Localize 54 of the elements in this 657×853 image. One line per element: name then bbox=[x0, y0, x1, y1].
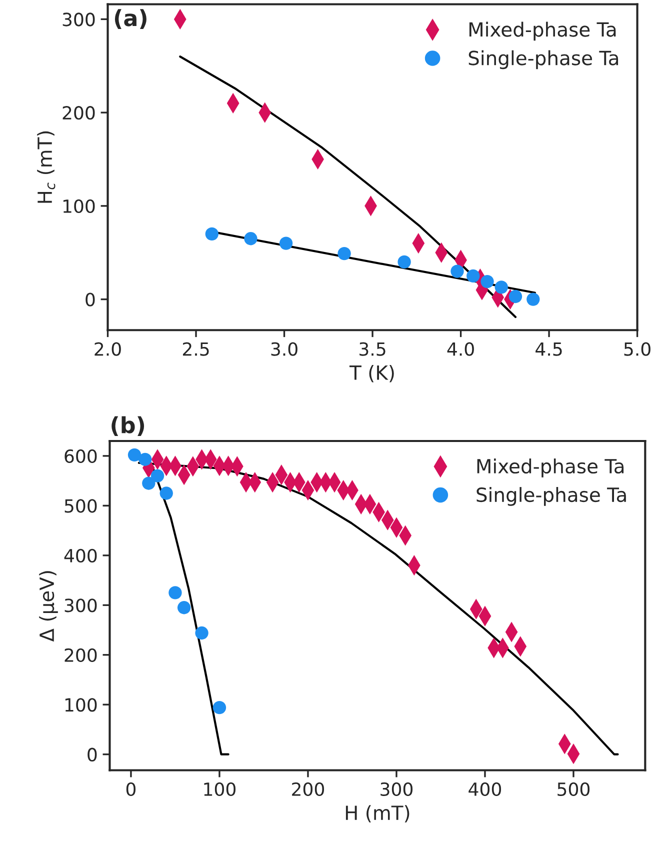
y-axis-title: H$_{c}$ (mT) bbox=[37, 131, 56, 203]
x-tick-label: 4.5 bbox=[536, 342, 562, 356]
legend-label: Mixed-phase Ta bbox=[477, 458, 624, 478]
point bbox=[338, 246, 351, 260]
x-tick-label: 100 bbox=[204, 782, 236, 796]
point bbox=[526, 292, 540, 306]
point bbox=[494, 280, 508, 294]
x-axis-title: H (mT) bbox=[346, 805, 410, 822]
point bbox=[177, 601, 191, 614]
point bbox=[205, 227, 218, 241]
x-tick-label: 4.0 bbox=[447, 342, 474, 356]
point bbox=[279, 236, 293, 250]
y-tick-label: 0 bbox=[86, 292, 95, 306]
x-tick-label: 3.5 bbox=[360, 342, 386, 356]
annotation: (a) bbox=[114, 9, 146, 29]
point bbox=[244, 232, 258, 246]
point bbox=[168, 586, 182, 600]
y-tick-label: 500 bbox=[64, 499, 97, 513]
x-tick-label: 200 bbox=[292, 782, 324, 796]
point bbox=[450, 264, 464, 278]
y-tick-label: 400 bbox=[64, 548, 97, 563]
legend-label: Single-phase Ta bbox=[468, 50, 618, 70]
point bbox=[142, 476, 156, 490]
y-tick-label: 0 bbox=[88, 748, 97, 762]
y-tick-label: 300 bbox=[62, 12, 95, 26]
y-axis-title: Δ (μeV) bbox=[39, 571, 58, 642]
x-tick-label: 2.5 bbox=[182, 342, 209, 356]
y-tick-label: 600 bbox=[64, 449, 97, 464]
point bbox=[160, 486, 173, 500]
y-tick-label: 200 bbox=[64, 648, 97, 662]
y-tick-label: 100 bbox=[65, 698, 97, 712]
x-axis-title: T (K) bbox=[349, 364, 394, 382]
x-tick-label: 0 bbox=[126, 782, 136, 796]
y-tick-label: 100 bbox=[63, 199, 95, 214]
point bbox=[398, 255, 411, 269]
point bbox=[128, 448, 142, 462]
point bbox=[466, 269, 480, 283]
legend-label: Mixed-phase Ta bbox=[469, 22, 616, 41]
point bbox=[150, 469, 164, 482]
legend-label: Single-phase Ta bbox=[476, 487, 626, 506]
x-tick-label: 5.0 bbox=[624, 342, 650, 356]
y-tick-label: 300 bbox=[64, 598, 97, 612]
point bbox=[212, 701, 226, 714]
point bbox=[480, 274, 494, 288]
x-tick-label: 400 bbox=[468, 782, 502, 796]
x-tick-label: 500 bbox=[558, 782, 590, 796]
y-tick-label: 200 bbox=[62, 106, 95, 120]
x-tick-label: 2.0 bbox=[94, 342, 121, 356]
point bbox=[508, 290, 522, 304]
x-tick-label: 3.0 bbox=[271, 342, 298, 356]
x-tick-label: 300 bbox=[380, 782, 413, 796]
point bbox=[138, 452, 152, 466]
point bbox=[195, 626, 208, 640]
text: (b) bbox=[112, 416, 144, 436]
